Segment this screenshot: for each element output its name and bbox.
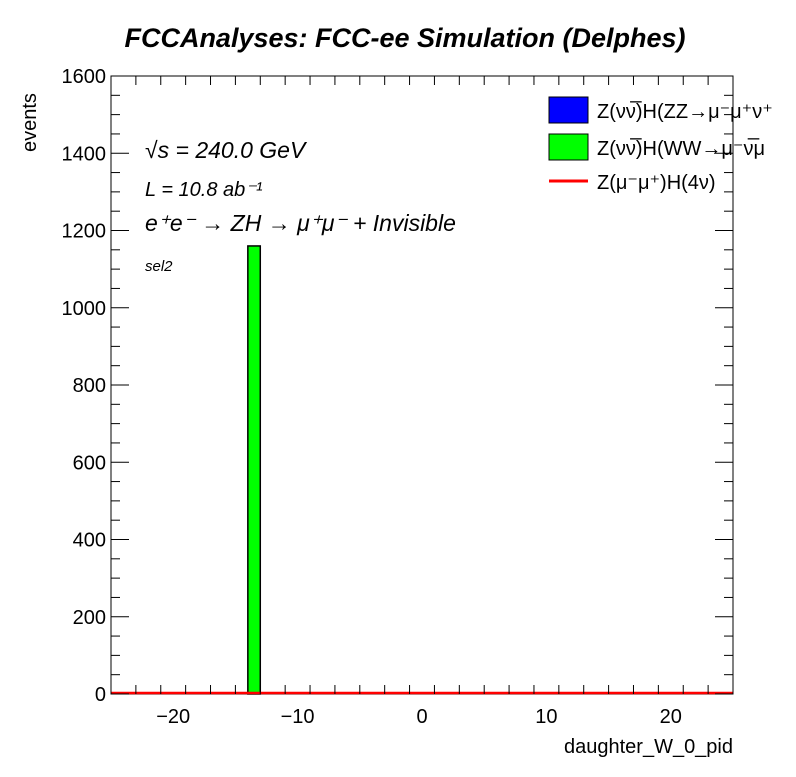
x-tick-label: −20 (156, 706, 190, 728)
x-axis-title: daughter_W_0_pid (564, 736, 733, 758)
x-ticks: −20 −10 0 10 20 (110, 76, 734, 728)
y-tick-label: 1000 (62, 298, 107, 320)
bars-layer (247, 245, 262, 695)
legend-label-4nu: Z(μ⁻μ⁺)H(4ν) (597, 172, 716, 194)
histogram-bar (247, 245, 262, 695)
plot-frame (110, 75, 734, 695)
x-tick-label: 20 (660, 706, 682, 728)
y-tick-label: 800 (73, 375, 106, 397)
y-tick-label: 1200 (62, 221, 107, 243)
annotation-sqrt-s: √s = 240.0 GeV (145, 137, 308, 163)
annotation-luminosity: L = 10.8 ab⁻¹ (145, 179, 263, 201)
y-tick-label: 1600 (62, 66, 107, 88)
y-tick-label: 200 (73, 607, 106, 629)
legend-swatch-zz (548, 96, 589, 124)
y-axis-title: events (19, 93, 41, 152)
x-tick-label: 0 (416, 706, 427, 728)
y-tick-label: 400 (73, 530, 106, 552)
y-ticks: 0 200 400 600 800 1000 1200 1400 1600 (62, 66, 733, 706)
annotation-process: e⁺e⁻ → ZH → μ⁺μ⁻ + Invisible (145, 210, 456, 236)
y-tick-label: 600 (73, 452, 106, 474)
legend-label-ww: Z(νν̅)H(WW→μ⁻ν̅μ (597, 137, 765, 160)
legend-label-zz: Z(νν̅)H(ZZ→μ⁻μ⁺ν⁺ (597, 100, 773, 123)
annotation-selection: sel2 (145, 258, 173, 275)
x-tick-label: 10 (535, 706, 557, 728)
legend: Z(νν̅)H(ZZ→μ⁻μ⁺ν⁺ Z(νν̅)H(WW→μ⁻ν̅μ Z(μ⁻μ… (548, 96, 773, 194)
chart-title: FCCAnalyses: FCC-ee Simulation (Delphes) (124, 23, 685, 53)
x-tick-label: −10 (281, 706, 315, 728)
legend-swatch-ww (548, 133, 589, 161)
y-tick-label: 1400 (62, 143, 107, 165)
y-tick-label: 0 (95, 684, 106, 706)
